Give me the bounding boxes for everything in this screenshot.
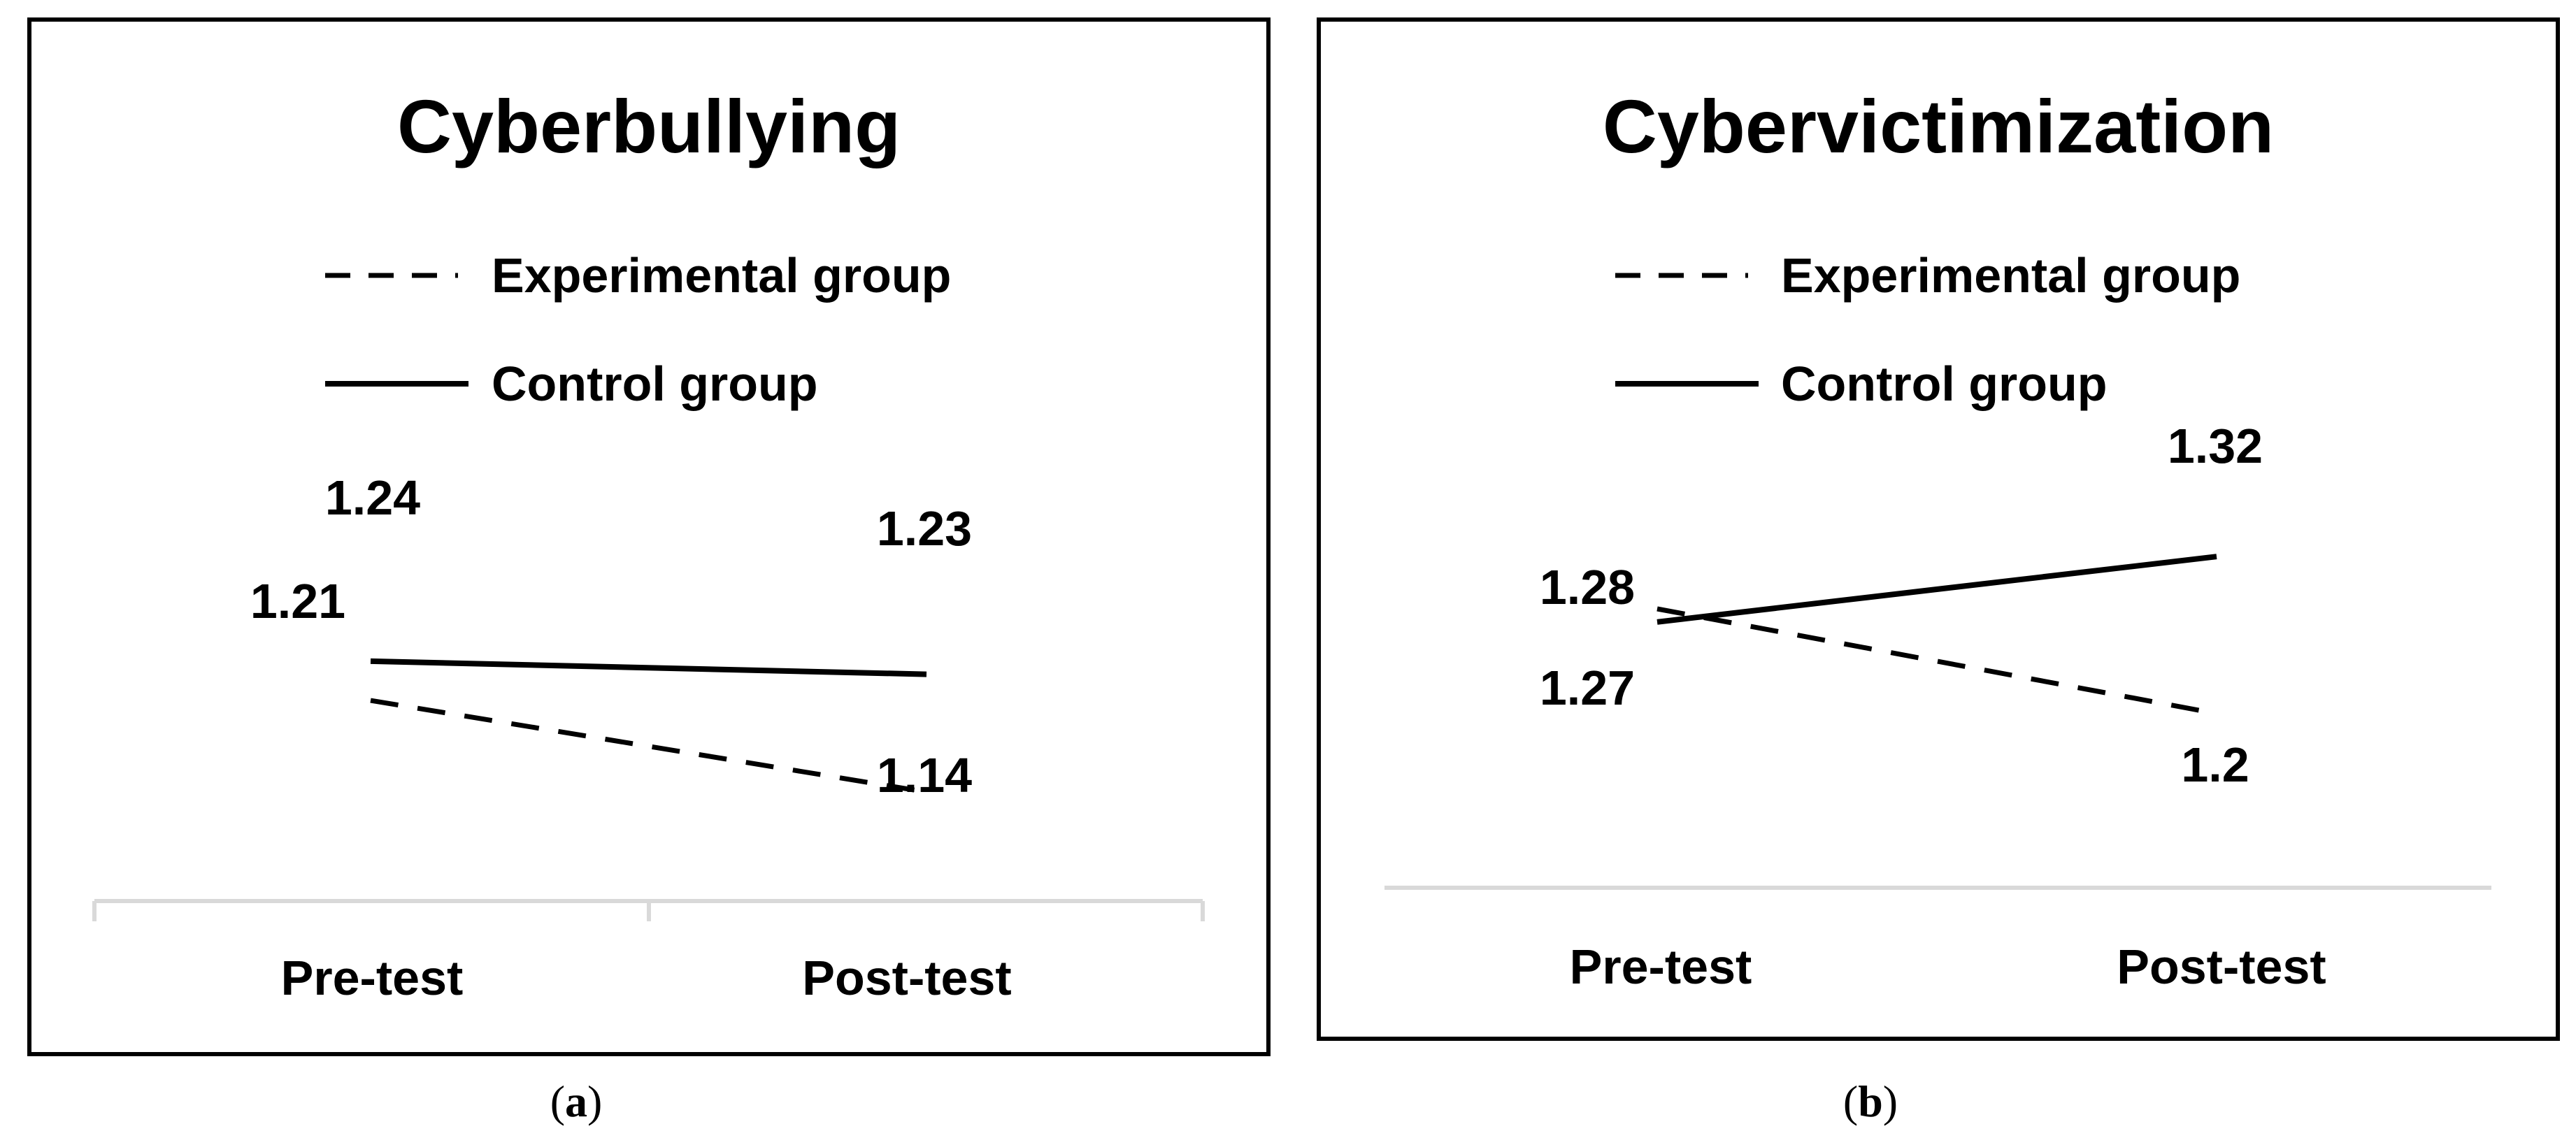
panel-b-caption-letter: b bbox=[1858, 1076, 1883, 1126]
panel-a-series-control-line bbox=[370, 658, 927, 677]
panel-a-legend-label-experimental: Experimental group bbox=[492, 248, 951, 303]
panel-b: Cybervictimization Experimental group Co… bbox=[1317, 17, 2560, 1041]
panel-a-plot: 1.21 1.14 1.24 1.23 bbox=[250, 470, 972, 802]
panel-a-caption-letter: a bbox=[565, 1076, 587, 1126]
panel-b-data-label-control-pre: 1.27 bbox=[1540, 661, 1635, 715]
panel-b-plot: 1.28 1.2 1.27 1.32 bbox=[1540, 419, 2263, 792]
panel-b-data-label-experimental-post: 1.2 bbox=[2181, 737, 2249, 792]
panel-a-data-label-experimental-pre: 1.21 bbox=[250, 574, 345, 628]
panel-b-legend: Experimental group Control group bbox=[1615, 248, 2240, 411]
panel-a-frame bbox=[27, 17, 1271, 1056]
panel-b-x-tick-label-post: Post-test bbox=[2117, 939, 2326, 994]
panel-a-caption: (a) bbox=[550, 1076, 603, 1126]
panel-b-caption: (b) bbox=[1843, 1076, 1898, 1126]
panel-b-title: Cybervictimization bbox=[1603, 84, 2274, 168]
panel-b-legend-label-experimental: Experimental group bbox=[1781, 248, 2240, 303]
panel-a-x-axis: Pre-test Post-test bbox=[92, 899, 1205, 1005]
panel-a-legend: Experimental group Control group bbox=[325, 248, 951, 411]
panel-b-x-tick-label-pre: Pre-test bbox=[1570, 939, 1752, 994]
panel-a-data-label-experimental-post: 1.14 bbox=[877, 748, 972, 802]
panel-a-data-label-control-pre: 1.24 bbox=[325, 470, 420, 525]
panel-a-legend-label-control: Control group bbox=[492, 357, 818, 411]
panel-b-data-label-experimental-pre: 1.28 bbox=[1540, 560, 1635, 614]
panel-b-data-label-control-post: 1.32 bbox=[2168, 419, 2263, 473]
panel-a-data-label-control-post: 1.23 bbox=[877, 501, 972, 556]
panel-b-frame bbox=[1317, 17, 2560, 1041]
panel-b-x-axis: Pre-test Post-test bbox=[1384, 886, 2491, 994]
panel-a-title: Cyberbullying bbox=[397, 84, 901, 168]
panel-a-x-tick-label-post: Post-test bbox=[802, 951, 1011, 1005]
panel-b-series-control-line bbox=[1656, 554, 2217, 625]
panel-a: Cyberbullying Experimental group Control… bbox=[27, 17, 1271, 1056]
panel-a-x-tick-label-pre: Pre-test bbox=[281, 951, 464, 1005]
panel-b-legend-label-control: Control group bbox=[1781, 357, 2108, 411]
